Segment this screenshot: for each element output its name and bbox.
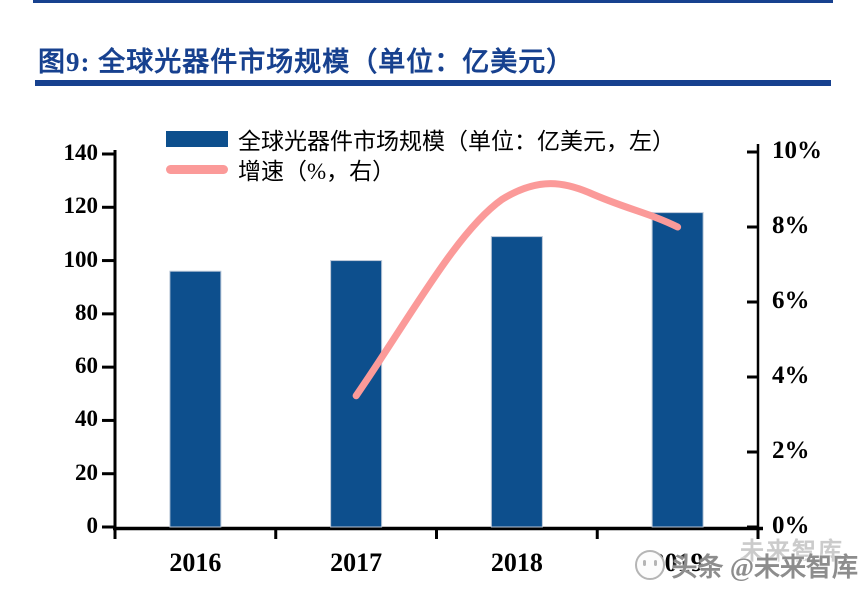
bar-2019 xyxy=(651,212,704,528)
y-axis-left-tick-label: 0 xyxy=(86,513,99,538)
y-axis-left-tick-label: 140 xyxy=(63,140,99,165)
x-axis-category-label: 2018 xyxy=(490,548,543,577)
bar-2016 xyxy=(169,270,222,528)
legend-item-growth-rate: 增速（%，右） xyxy=(166,154,675,184)
x-axis-category-label: 2016 xyxy=(169,548,222,577)
y-axis-left-tick-label: 100 xyxy=(63,246,99,272)
bar-2018 xyxy=(490,236,543,528)
line-series-swatch-icon xyxy=(166,164,228,174)
y-axis-right-tick-label: 8% xyxy=(772,212,810,239)
legend-label: 全球光器件市场规模（单位：亿美元，左） xyxy=(238,129,675,154)
bar-series-swatch-icon xyxy=(166,131,228,147)
y-axis-left-tick-label: 20 xyxy=(75,459,98,485)
y-axis-right-tick-label: 6% xyxy=(772,287,810,314)
x-axis-category-label: 2017 xyxy=(330,548,383,577)
top-divider xyxy=(33,0,833,3)
growth-rate-line xyxy=(352,180,682,400)
x-axis-category-label: 2019 xyxy=(651,548,704,577)
title-underline xyxy=(35,80,831,86)
y-axis-right-tick-label: 0% xyxy=(772,512,810,539)
chart-legend: 全球光器件市场规模（单位：亿美元，左） 增速（%，右） xyxy=(166,124,675,184)
y-axis-right-tick-label: 10% xyxy=(772,137,822,164)
legend-label: 增速（%，右） xyxy=(238,159,396,184)
y-axis-left-tick-label: 40 xyxy=(75,406,98,432)
y-axis-left-tick-label: 120 xyxy=(63,193,99,219)
figure-title: 图9: 全球光器件市场规模（单位：亿美元） xyxy=(38,47,575,77)
legend-item-market-size: 全球光器件市场规模（单位：亿美元，左） xyxy=(166,124,675,154)
y-axis-left-tick-label: 60 xyxy=(75,353,98,379)
y-axis-left-tick-label: 80 xyxy=(75,299,98,325)
y-axis-right-tick-label: 4% xyxy=(772,362,810,389)
y-axis-right-tick-label: 2% xyxy=(772,437,810,464)
